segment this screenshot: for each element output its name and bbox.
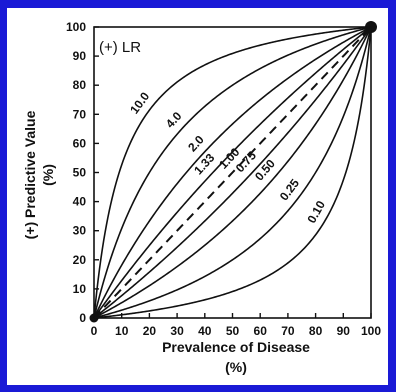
y-tick-label: 30 xyxy=(73,224,87,238)
y-tick-label: 80 xyxy=(73,78,87,92)
series-line-0-75 xyxy=(93,26,372,319)
x-tick-label: 100 xyxy=(361,324,381,338)
y-tick-label: 50 xyxy=(73,166,87,180)
y-tick-label: 70 xyxy=(73,107,87,121)
series-line-2-0 xyxy=(93,26,372,319)
predictive-value-chart: 10.04.02.01.331.000.750.500.250.10 0 10 20… xyxy=(22,20,381,375)
x-tick-label: 50 xyxy=(226,324,240,338)
x-tick-label: 0 xyxy=(91,324,98,338)
x-tick-label: 20 xyxy=(143,324,157,338)
y-tick-label: 20 xyxy=(73,253,87,267)
x-axis-label: Prevalence of Disease xyxy=(162,339,310,355)
y-tick-label: 100 xyxy=(66,20,86,34)
series-label-0-25: 0.25 xyxy=(277,176,302,203)
series-label-2-0: 2.0 xyxy=(185,132,207,154)
y-tick-label: 10 xyxy=(73,282,87,296)
series-group xyxy=(93,26,372,319)
x-tick-label: 80 xyxy=(309,324,323,338)
x-axis-unit: (%) xyxy=(225,359,247,375)
chart-panel: 10.0 4.0 2.0 1.33 1.00 0.75 0.50 0.25 0.10 0 10 20… xyxy=(7,8,388,385)
y-axis-unit: (%) xyxy=(40,164,56,186)
series-line-0-25 xyxy=(93,26,372,319)
legend-title: (+) LR xyxy=(99,39,141,56)
y-tick-label: 90 xyxy=(73,49,87,63)
tick-labels: 0 10 20 30 40 50 60 70 80 90 100 0 10 20 30 40 50 60 70 80 9… xyxy=(66,20,381,338)
x-tick-label: 60 xyxy=(254,324,268,338)
x-tick-label: 30 xyxy=(170,324,184,338)
curve-labels: 10.04.02.01.331.000.750.500.250.10 xyxy=(127,89,328,225)
y-tick-label: 0 xyxy=(79,311,86,325)
x-tick-label: 70 xyxy=(281,324,295,338)
series-line-0-50 xyxy=(93,26,372,319)
series-label-10-0: 10.0 xyxy=(127,89,152,116)
series-line-1-00 xyxy=(93,26,372,319)
series-line-0-10 xyxy=(93,26,372,319)
x-tick-label: 10 xyxy=(115,324,129,338)
series-label-4-0: 4.0 xyxy=(163,109,185,131)
series-line-1-33 xyxy=(93,26,372,319)
series-line-4-0 xyxy=(93,26,372,319)
x-tick-label: 40 xyxy=(198,324,212,338)
y-axis-label: (+) Predictive Value xyxy=(22,110,38,239)
y-tick-label: 40 xyxy=(73,195,87,209)
series-line-10-0 xyxy=(93,26,372,319)
x-tick-label: 90 xyxy=(337,324,351,338)
y-tick-label: 60 xyxy=(73,136,87,150)
